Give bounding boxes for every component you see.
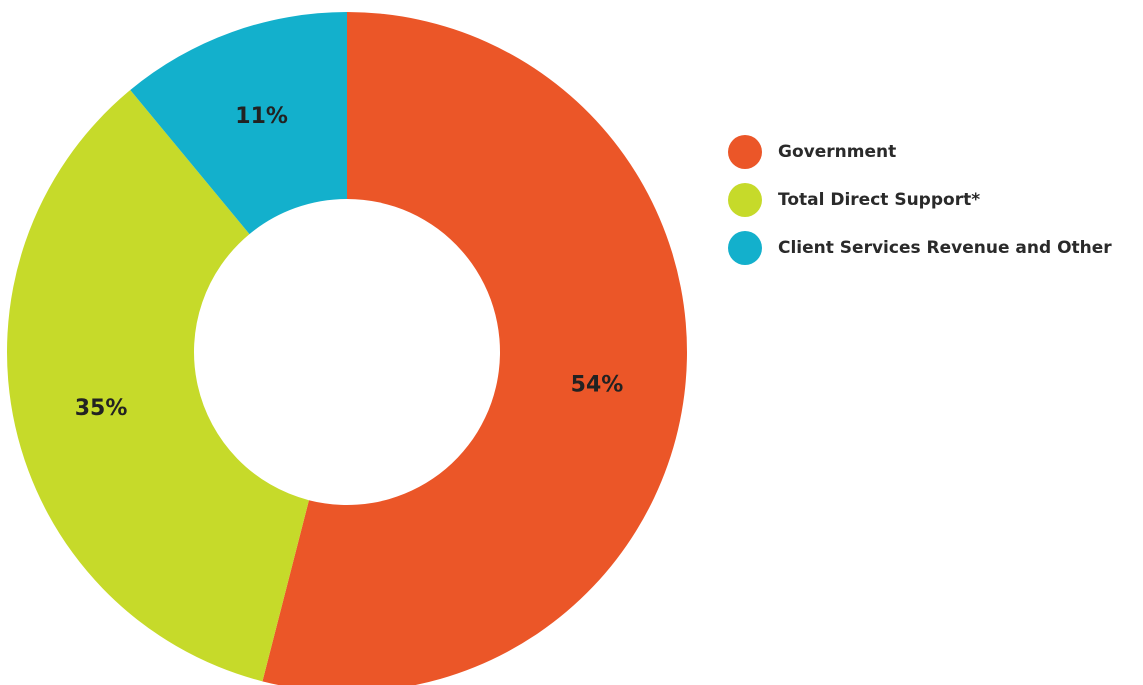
slice-government	[262, 12, 687, 685]
legend-item-total-direct-support: Total Direct Support*	[728, 181, 1112, 219]
slice-label-total-direct-support: 35%	[75, 396, 128, 421]
slice-labels: 54% 35% 11%	[75, 104, 624, 421]
legend-label-total-direct-support: Total Direct Support*	[778, 190, 981, 210]
legend-item-government: Government	[728, 133, 1112, 171]
legend-label-client-services: Client Services Revenue and Other	[778, 238, 1112, 258]
legend-item-client-services: Client Services Revenue and Other	[728, 229, 1112, 267]
slice-label-government: 54%	[571, 373, 624, 398]
chart-legend: Government Total Direct Support* Client …	[728, 133, 1112, 277]
slice-total-direct-support	[6, 90, 309, 682]
slice-label-client-services: 11%	[235, 104, 288, 129]
donut-slices	[6, 12, 687, 685]
legend-swatch-government	[728, 135, 762, 169]
legend-swatch-total-direct-support	[728, 183, 762, 217]
slice-client-services	[130, 12, 347, 235]
legend-label-government: Government	[778, 142, 897, 162]
legend-swatch-client-services	[728, 231, 762, 265]
